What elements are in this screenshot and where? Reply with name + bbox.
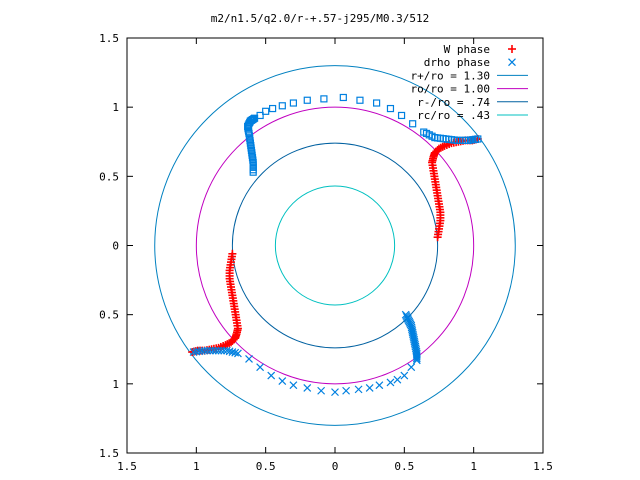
drho-phase-point [209, 346, 217, 355]
drho-phase-point [267, 371, 276, 380]
drho-phase-point [342, 386, 351, 395]
x-tick-label: 0.5 [394, 460, 414, 473]
y-tick-label: 1.5 [99, 447, 119, 460]
drho-phase-square [278, 102, 286, 110]
drho-phase-point [289, 381, 298, 390]
drho-phase-point [401, 310, 410, 319]
legend-entry: r-/ro = .74 [417, 96, 528, 109]
legend-label: W phase [444, 43, 490, 56]
legend-entry: rc/ro = .43 [417, 109, 528, 122]
drho-phase-point [278, 377, 287, 385]
drho-phase-square [303, 96, 311, 104]
drho-phase-point [217, 346, 226, 355]
axis-ticks: 1.5 1 0.5 0 0.5 1 1.51.510.500.511.5 [99, 32, 553, 473]
legend-swatch-cross [508, 58, 516, 67]
drho-phase-point [354, 385, 363, 394]
drho-phase-square [409, 120, 417, 128]
legend-label: r+/ro = 1.30 [411, 69, 490, 82]
drho-phase-point [407, 363, 416, 372]
w-phase-point [227, 338, 235, 347]
drho-phase-point [256, 363, 265, 372]
drho-phase-square [320, 95, 328, 103]
w-phase-point [188, 348, 197, 357]
drho-phase-square [289, 99, 297, 107]
drho-phase-point [245, 355, 253, 363]
drho-phase-square [397, 111, 406, 120]
legend-label: r-/ro = .74 [417, 96, 490, 109]
drho-phase-point [192, 347, 201, 356]
legend-entry: r+/ro = 1.30 [411, 69, 528, 82]
drho-phase-square [356, 96, 364, 104]
y-tick-label: 0.5 [99, 170, 119, 183]
drho-phase-point [365, 384, 374, 392]
drho-phase-point [393, 375, 402, 384]
w-phase-point [225, 339, 234, 348]
drho-phase-square [256, 111, 264, 120]
drho-phase-square [373, 99, 381, 107]
drho-phase-point [400, 371, 409, 380]
legend-entry: ro/ro = 1.00 [411, 83, 528, 96]
y-tick-label: 1 [112, 101, 119, 114]
x-tick-label: 1 [470, 460, 477, 473]
x-tick-label: 0.5 [256, 460, 276, 473]
circle-r-ro [231, 142, 439, 349]
x-tick-label: 1.5 [533, 460, 553, 473]
legend-label: rc/ro = .43 [417, 109, 490, 122]
drho-phase-point [211, 346, 220, 355]
drho-phase-point [214, 346, 223, 355]
legend-entry: drho phase [424, 56, 516, 69]
drho-phase-point [386, 378, 395, 387]
drho-phase-square [339, 93, 347, 102]
chart-title-group: m2/n1.5/q2.0/r-+.57-j295/M0.3/512 [211, 12, 430, 25]
x-tick-label: 1.5 [117, 460, 137, 473]
phase-points [188, 93, 482, 397]
drho-phase-square [269, 104, 277, 113]
y-tick-label: 0.5 [99, 309, 119, 322]
legend-label: drho phase [424, 56, 490, 69]
drho-phase-point [222, 346, 231, 355]
drho-phase-point [220, 346, 228, 355]
drho-phase-square [248, 116, 257, 124]
legend-swatch-plus [508, 45, 516, 53]
reference-circles [154, 65, 516, 426]
circle-rc-ro [274, 185, 396, 306]
y-tick-label: 1.5 [99, 32, 119, 45]
drho-phase-square [262, 107, 270, 115]
drho-phase-point [189, 348, 198, 356]
chart-title: m2/n1.5/q2.0/r-+.57-j295/M0.3/512 [211, 12, 430, 25]
y-tick-label: 0 [112, 240, 119, 253]
w-phase-point [436, 143, 445, 152]
w-phase-point [223, 340, 232, 349]
circle-ro-ro [195, 106, 475, 385]
drho-phase-square [474, 135, 482, 143]
legend-label: ro/ro = 1.00 [411, 83, 490, 96]
drho-phase-square [386, 104, 395, 113]
x-tick-label: 0 [332, 460, 339, 473]
drho-phase-point [317, 386, 326, 395]
w-phase-point [438, 142, 447, 151]
circle-r-ro [154, 65, 516, 426]
drho-phase-point [206, 346, 215, 355]
drho-phase-point [375, 381, 384, 390]
drho-phase-point [303, 384, 312, 392]
w-phase-point [435, 144, 443, 153]
x-tick-label: 1 [193, 460, 200, 473]
drho-phase-point [331, 388, 339, 397]
legend-entry: W phase [444, 43, 516, 56]
y-tick-label: 1 [112, 378, 119, 391]
